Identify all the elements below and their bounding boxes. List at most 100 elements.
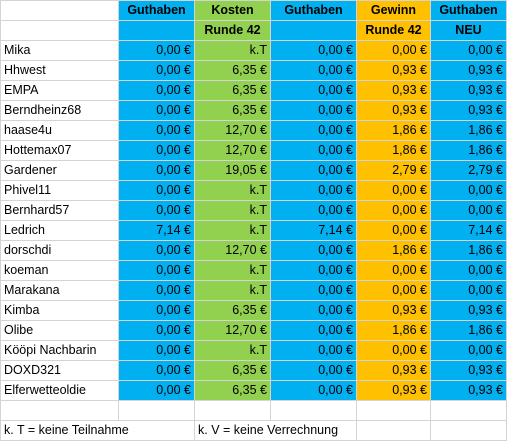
guthaben-neu-cell[interactable]: 0,93 € [430,100,507,121]
kosten-cell[interactable]: 19,05 € [194,160,271,181]
gewinn-cell[interactable]: 0,93 € [356,100,431,121]
kosten-cell[interactable]: 6,35 € [194,380,271,401]
guthaben-neu-cell[interactable]: 0,93 € [430,60,507,81]
guthaben-2-cell[interactable]: 0,00 € [270,100,357,121]
guthaben-cell[interactable]: 0,00 € [118,80,195,101]
guthaben-2-cell[interactable]: 0,00 € [270,140,357,161]
header-kosten[interactable]: Kosten [194,0,271,21]
legend-note-verrechnung[interactable]: k. V = keine Verrechnung [194,420,357,441]
gewinn-cell[interactable]: 0,93 € [356,80,431,101]
player-name-cell[interactable]: Hottemax07 [0,140,119,161]
guthaben-2-cell[interactable]: 0,00 € [270,320,357,341]
guthaben-2-cell[interactable]: 0,00 € [270,260,357,281]
guthaben-neu-cell[interactable]: 0,93 € [430,80,507,101]
kosten-cell[interactable]: k.T [194,260,271,281]
guthaben-neu-cell[interactable]: 1,86 € [430,240,507,261]
kosten-cell[interactable]: k.T [194,340,271,361]
header-gewinn[interactable]: Gewinn [356,0,431,21]
gewinn-cell[interactable]: 0,00 € [356,340,431,361]
player-name-cell[interactable]: Kööpi Nachbarin [0,340,119,361]
player-name-cell[interactable]: Marakana [0,280,119,301]
kosten-cell[interactable]: k.T [194,280,271,301]
gewinn-cell[interactable]: 1,86 € [356,140,431,161]
empty-cell[interactable] [356,420,431,441]
guthaben-neu-cell[interactable]: 0,00 € [430,260,507,281]
player-name-cell[interactable]: DOXD321 [0,360,119,381]
player-name-cell[interactable]: Ledrich [0,220,119,241]
guthaben-cell[interactable]: 0,00 € [118,100,195,121]
kosten-cell[interactable]: 6,35 € [194,60,271,81]
header-guthaben[interactable]: Guthaben [118,0,195,21]
guthaben-2-cell[interactable]: 0,00 € [270,40,357,61]
empty-cell[interactable] [194,400,271,421]
gewinn-cell[interactable]: 0,00 € [356,40,431,61]
gewinn-cell[interactable]: 0,93 € [356,380,431,401]
guthaben-cell[interactable]: 0,00 € [118,160,195,181]
empty-cell[interactable] [430,400,507,421]
player-name-cell[interactable]: Hhwest [0,60,119,81]
header-guthaben-2-sub[interactable] [270,20,357,41]
guthaben-cell[interactable]: 0,00 € [118,280,195,301]
header-cell-name-2[interactable] [0,20,119,41]
player-name-cell[interactable]: koeman [0,260,119,281]
guthaben-neu-cell[interactable]: 0,93 € [430,300,507,321]
header-guthaben-neu[interactable]: Guthaben [430,0,507,21]
gewinn-cell[interactable]: 0,93 € [356,60,431,81]
guthaben-cell[interactable]: 0,00 € [118,260,195,281]
guthaben-2-cell[interactable]: 0,00 € [270,360,357,381]
guthaben-2-cell[interactable]: 0,00 € [270,120,357,141]
guthaben-neu-cell[interactable]: 1,86 € [430,320,507,341]
kosten-cell[interactable]: k.T [194,180,271,201]
header-cell-name[interactable] [0,0,119,21]
header-neu[interactable]: NEU [430,20,507,41]
header-guthaben-sub[interactable] [118,20,195,41]
guthaben-cell[interactable]: 0,00 € [118,60,195,81]
kosten-cell[interactable]: k.T [194,40,271,61]
guthaben-neu-cell[interactable]: 0,00 € [430,280,507,301]
kosten-cell[interactable]: k.T [194,200,271,221]
guthaben-neu-cell[interactable]: 0,00 € [430,340,507,361]
kosten-cell[interactable]: 6,35 € [194,360,271,381]
empty-cell[interactable] [430,420,507,441]
gewinn-cell[interactable]: 0,93 € [356,300,431,321]
guthaben-cell[interactable]: 0,00 € [118,360,195,381]
guthaben-neu-cell[interactable]: 7,14 € [430,220,507,241]
empty-cell[interactable] [356,400,431,421]
header-kosten-runde[interactable]: Runde 42 [194,20,271,41]
player-name-cell[interactable]: Elferwetteoldie [0,380,119,401]
guthaben-cell[interactable]: 0,00 € [118,120,195,141]
gewinn-cell[interactable]: 1,86 € [356,120,431,141]
kosten-cell[interactable]: 6,35 € [194,100,271,121]
gewinn-cell[interactable]: 0,00 € [356,280,431,301]
guthaben-2-cell[interactable]: 0,00 € [270,160,357,181]
guthaben-2-cell[interactable]: 0,00 € [270,200,357,221]
kosten-cell[interactable]: 12,70 € [194,120,271,141]
guthaben-2-cell[interactable]: 0,00 € [270,180,357,201]
guthaben-2-cell[interactable]: 0,00 € [270,340,357,361]
player-name-cell[interactable]: Olibe [0,320,119,341]
header-guthaben-2[interactable]: Guthaben [270,0,357,21]
guthaben-cell[interactable]: 0,00 € [118,180,195,201]
player-name-cell[interactable]: Bernhard57 [0,200,119,221]
gewinn-cell[interactable]: 0,93 € [356,360,431,381]
guthaben-2-cell[interactable]: 0,00 € [270,80,357,101]
gewinn-cell[interactable]: 0,00 € [356,180,431,201]
guthaben-neu-cell[interactable]: 1,86 € [430,120,507,141]
kosten-cell[interactable]: 6,35 € [194,80,271,101]
player-name-cell[interactable]: Phivel11 [0,180,119,201]
guthaben-cell[interactable]: 0,00 € [118,140,195,161]
guthaben-cell[interactable]: 0,00 € [118,380,195,401]
guthaben-neu-cell[interactable]: 0,00 € [430,180,507,201]
empty-cell[interactable] [270,400,357,421]
player-name-cell[interactable]: Gardener [0,160,119,181]
gewinn-cell[interactable]: 1,86 € [356,240,431,261]
guthaben-cell[interactable]: 0,00 € [118,40,195,61]
guthaben-2-cell[interactable]: 0,00 € [270,240,357,261]
player-name-cell[interactable]: dorschdi [0,240,119,261]
guthaben-cell[interactable]: 7,14 € [118,220,195,241]
gewinn-cell[interactable]: 1,86 € [356,320,431,341]
kosten-cell[interactable]: 12,70 € [194,140,271,161]
guthaben-2-cell[interactable]: 0,00 € [270,380,357,401]
empty-cell[interactable] [0,400,119,421]
guthaben-2-cell[interactable]: 0,00 € [270,60,357,81]
